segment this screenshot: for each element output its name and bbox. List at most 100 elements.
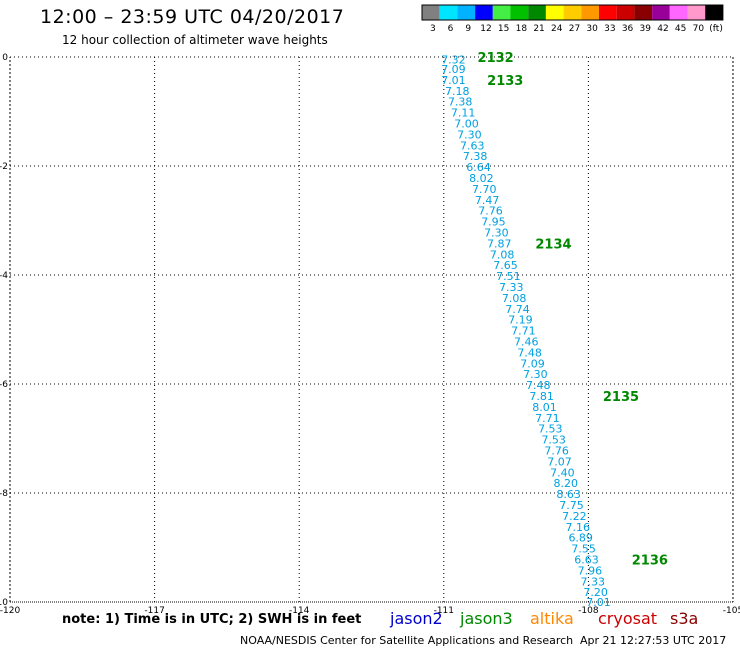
colorbar-swatch — [545, 5, 564, 20]
colorbar-label: 6 — [448, 24, 454, 34]
time-label: 2132 — [478, 51, 514, 66]
satellite-jason2: jason2 — [390, 609, 443, 628]
colorbar-label: 45 — [675, 24, 686, 34]
wave-height-value: 7.53 — [538, 423, 563, 436]
colorbar-swatch — [510, 5, 529, 20]
x-tick-label: -117 — [144, 606, 164, 616]
wave-height-value: 6.89 — [568, 532, 593, 545]
wave-height-value: 8.20 — [553, 477, 578, 490]
colorbar-swatch — [492, 5, 511, 20]
colorbar-swatch — [422, 5, 440, 20]
x-tick-label: -120 — [0, 606, 20, 616]
colorbar-swatch — [634, 5, 653, 20]
wave-height-value: 7.48 — [526, 379, 551, 392]
wave-height-value: 7.40 — [550, 466, 575, 479]
wave-height-value: 7.32 — [441, 54, 466, 67]
page-subtitle: 12 hour collection of altimeter wave hei… — [62, 33, 328, 47]
colorbar-frame — [421, 4, 724, 21]
wave-height-value: 7.18 — [445, 85, 470, 98]
colorbar-swatch — [616, 5, 635, 20]
time-label: 2135 — [603, 390, 639, 405]
wave-height-value: 7.55 — [571, 543, 596, 556]
colorbar-label: 15 — [498, 24, 509, 34]
wave-height-value: 7.46 — [514, 335, 539, 348]
wave-height-value: 7.30 — [484, 226, 509, 239]
wave-height-value: 7.76 — [544, 444, 569, 457]
colorbar-swatch — [652, 5, 670, 20]
wave-height-value: 7.08 — [490, 248, 515, 261]
plot-frame — [9, 56, 734, 603]
wave-height-value: 7.75 — [559, 499, 584, 512]
colorbar-label: 33 — [604, 24, 615, 34]
wave-height-value: 7.09 — [520, 357, 545, 370]
colorbar-swatch — [563, 5, 582, 20]
footer-note: note: 1) Time is in UTC; 2) SWH is in fe… — [62, 612, 362, 627]
wave-height-value: 7.11 — [451, 107, 476, 120]
colorbar-swatch — [475, 5, 493, 20]
colorbar-label: 18 — [516, 24, 528, 34]
satellite-cryosat: cryosat — [598, 609, 658, 628]
wave-height-value: 7.09 — [441, 63, 466, 76]
credit-text: NOAA/NESDIS Center for Satellite Applica… — [240, 634, 574, 647]
wave-height-value: 7.48 — [517, 346, 542, 359]
wave-height-value: 7.87 — [487, 237, 512, 250]
satellite-altika: altika — [530, 609, 574, 628]
satellite-jason3: jason3 — [460, 609, 513, 628]
wave-height-value: 7.08 — [502, 292, 527, 305]
wave-height-value: 7.96 — [578, 564, 603, 577]
colorbar-swatch — [528, 5, 546, 20]
y-tick-label: 0 — [2, 53, 8, 63]
y-tick-label: -4 — [0, 271, 8, 281]
time-label: 2134 — [535, 237, 571, 252]
wave-height-value: 7.30 — [457, 128, 482, 141]
plot-area: -120 -117 -114 -111 -108 -105 0 -2 -4 -6 -8 -10 7.32… — [0, 51, 740, 616]
colorbar-swatch — [439, 5, 458, 20]
colorbar-swatch — [457, 5, 476, 20]
wave-height-value: 7.33 — [580, 575, 605, 588]
x-tick-label: -108 — [578, 606, 599, 616]
colorbar-label: 9 — [465, 24, 471, 34]
colorbar-swatch — [687, 5, 706, 20]
y-tick-label: -8 — [0, 489, 8, 499]
wave-height-value: 7.81 — [529, 390, 554, 403]
colorbar-swatch — [669, 5, 688, 20]
colorbar-legend: 3 6 9 12 15 18 21 24 27 30 33 36 39 42 45 70 (ft) — [421, 4, 724, 34]
wave-height-value: 7.01 — [586, 596, 611, 609]
timestamp: Apr 21 12:27:53 UTC 2017 — [580, 634, 727, 647]
wave-height-value: 8.02 — [469, 172, 494, 185]
wave-height-value: 8.63 — [556, 488, 581, 501]
wave-height-value: 7.76 — [478, 205, 503, 218]
wave-height-value: 7.38 — [448, 96, 473, 109]
wave-height-value: 7.38 — [463, 150, 488, 163]
wave-height-value: 7.07 — [547, 455, 572, 468]
page-title: 12:00 – 23:59 UTC 04/20/2017 — [40, 6, 345, 28]
colorbar-label: 42 — [657, 24, 668, 34]
wave-height-value: 7.47 — [475, 194, 500, 207]
wave-height-value: 7.16 — [566, 521, 591, 534]
colorbar-label: 36 — [622, 24, 634, 34]
x-tick-label: -105 — [723, 606, 740, 616]
y-tick-label: -2 — [0, 162, 8, 172]
wave-height-value: 7.33 — [499, 281, 524, 294]
colorbar-swatch — [581, 5, 599, 20]
y-tick-label: -10 — [0, 598, 8, 608]
wave-height-value: 7.30 — [523, 368, 548, 381]
colorbar-label: 12 — [480, 24, 491, 34]
x-tick-label: -111 — [434, 606, 454, 616]
wave-height-value: 7.00 — [454, 117, 479, 130]
time-label: 2133 — [487, 74, 523, 89]
x-tick-label: -114 — [289, 606, 310, 616]
wave-height-value: 7.71 — [535, 412, 560, 425]
colorbar-label: 27 — [569, 24, 580, 34]
colorbar-swatch — [599, 5, 617, 20]
wave-height-value: 7.95 — [481, 216, 506, 229]
wave-height-value: 7.63 — [460, 139, 485, 152]
wave-height-value: 7.65 — [493, 259, 518, 272]
colorbar-swatch — [705, 5, 723, 20]
wave-height-value: 7.01 — [441, 74, 466, 87]
wave-height-value: 7.51 — [496, 270, 521, 283]
colorbar-label: 21 — [533, 24, 544, 34]
wave-height-value: 7.70 — [472, 183, 497, 196]
colorbar-label: 70 — [693, 24, 705, 34]
colorbar-label: 3 — [430, 24, 436, 34]
